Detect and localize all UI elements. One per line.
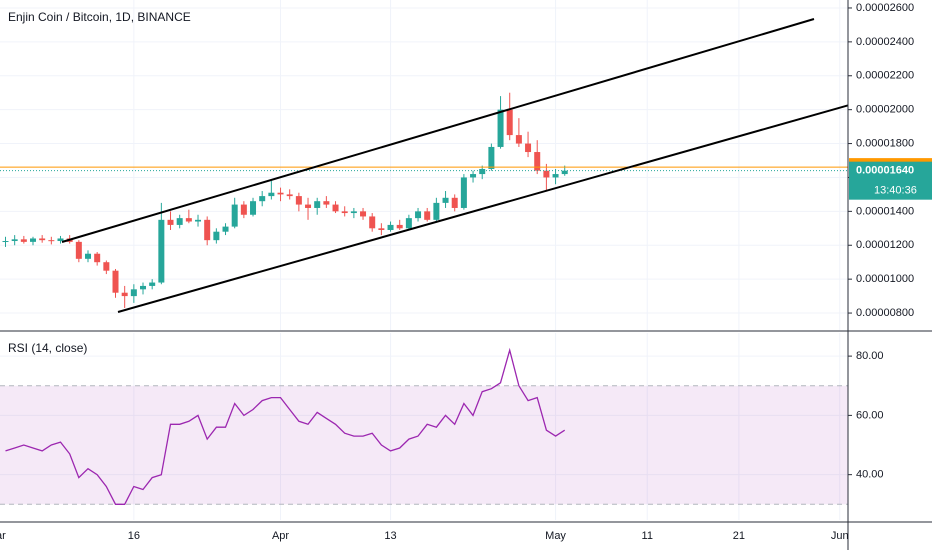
price-pane — [0, 92, 848, 308]
candle-body — [497, 109, 504, 147]
candle-body — [396, 224, 403, 229]
y-tick-label: 40.00 — [856, 469, 884, 481]
candle-body — [277, 192, 284, 195]
y-tick-label: 0.00002000 — [856, 104, 914, 116]
candle-body — [268, 192, 275, 197]
candle-body — [286, 194, 293, 197]
x-tick-label: 13 — [384, 530, 396, 542]
candle-body — [506, 109, 513, 136]
y-tick-label: 0.00002400 — [856, 36, 914, 48]
y-tick-label: 0.00001200 — [856, 239, 914, 251]
candle-body — [433, 202, 440, 220]
candle-body — [2, 241, 9, 243]
candle-body — [561, 170, 568, 175]
candle-body — [103, 262, 110, 271]
x-tick-label: Mar — [0, 530, 6, 542]
chart-title: Enjin Coin / Bitcoin, 1D, BINANCE — [8, 10, 191, 24]
candle-body — [149, 282, 156, 286]
candle-body — [39, 238, 46, 241]
candle-body — [424, 211, 431, 220]
candle-body — [451, 197, 458, 208]
candle-body — [85, 253, 92, 259]
candle-body — [470, 174, 477, 178]
rsi-band — [0, 385, 848, 505]
candle-body — [140, 285, 147, 290]
candle-body — [222, 226, 229, 232]
candle-body — [305, 204, 312, 208]
candle-body — [231, 204, 238, 227]
trend-line — [117, 104, 848, 313]
candle-body — [195, 219, 202, 222]
candle-body — [121, 292, 128, 297]
candle-body — [369, 216, 376, 229]
candle-body — [11, 239, 18, 242]
candle-body — [30, 238, 37, 242]
y-tick-label: 0.00001400 — [856, 205, 914, 217]
candle-body — [250, 201, 257, 215]
candle-body — [543, 170, 550, 178]
trend-line — [61, 18, 815, 243]
candle-body — [552, 174, 559, 178]
countdown: 13:40:36 — [874, 185, 917, 197]
candle-body — [295, 196, 302, 205]
candle-body — [130, 289, 137, 297]
candle-body — [112, 270, 119, 293]
candle-body — [314, 201, 321, 208]
candle-body — [20, 239, 27, 242]
candle-body — [158, 219, 165, 283]
rsi-pane — [0, 347, 848, 505]
rsi-line — [5, 347, 566, 505]
candle-body — [94, 253, 101, 263]
candle-body — [525, 143, 532, 153]
candle-body — [332, 204, 339, 212]
candle-body — [48, 240, 55, 242]
y-tick-label: 60.00 — [856, 409, 884, 421]
candle-body — [442, 197, 449, 203]
candle-body — [360, 211, 367, 217]
candle-body — [204, 219, 211, 241]
candle-body — [167, 219, 174, 225]
candle-body — [350, 211, 357, 214]
candle-body — [341, 211, 348, 214]
candle-body — [534, 152, 541, 171]
x-tick-label: Apr — [272, 530, 289, 542]
candle-body — [515, 135, 522, 144]
y-tick-label: 0.00001800 — [856, 137, 914, 149]
candle-body — [387, 224, 394, 230]
x-tick-label: Jun — [831, 530, 849, 542]
candle-body — [378, 228, 385, 230]
candle-body — [405, 218, 412, 229]
y-tick-label: 0.00000800 — [856, 307, 914, 319]
x-tick-label: 21 — [733, 530, 745, 542]
candle-body — [185, 218, 192, 222]
price-label-box — [849, 161, 932, 200]
candle-body — [415, 211, 422, 219]
candle-body — [213, 231, 220, 241]
candle-body — [488, 146, 495, 169]
candle-body — [323, 201, 330, 205]
x-tick-label: May — [545, 530, 566, 542]
grid — [0, 0, 848, 520]
y-tick-label: 80.00 — [856, 350, 884, 362]
price-label: 0.00001640 — [856, 165, 914, 177]
y-tick-label: 0.00001000 — [856, 273, 914, 285]
trend-channel — [61, 18, 848, 313]
candle-body — [57, 238, 64, 242]
candle-body — [240, 204, 247, 215]
candle-body — [259, 196, 266, 202]
rsi-title: RSI (14, close) — [8, 341, 87, 355]
candle-body — [479, 168, 486, 175]
candle-body — [460, 177, 467, 208]
x-tick-label: 11 — [642, 530, 653, 542]
candle-body — [176, 218, 183, 225]
y-tick-label: 0.00002200 — [856, 70, 914, 82]
candle-body — [75, 241, 82, 259]
y-tick-label: 0.00002600 — [856, 2, 914, 14]
x-tick-label: 16 — [128, 530, 140, 542]
